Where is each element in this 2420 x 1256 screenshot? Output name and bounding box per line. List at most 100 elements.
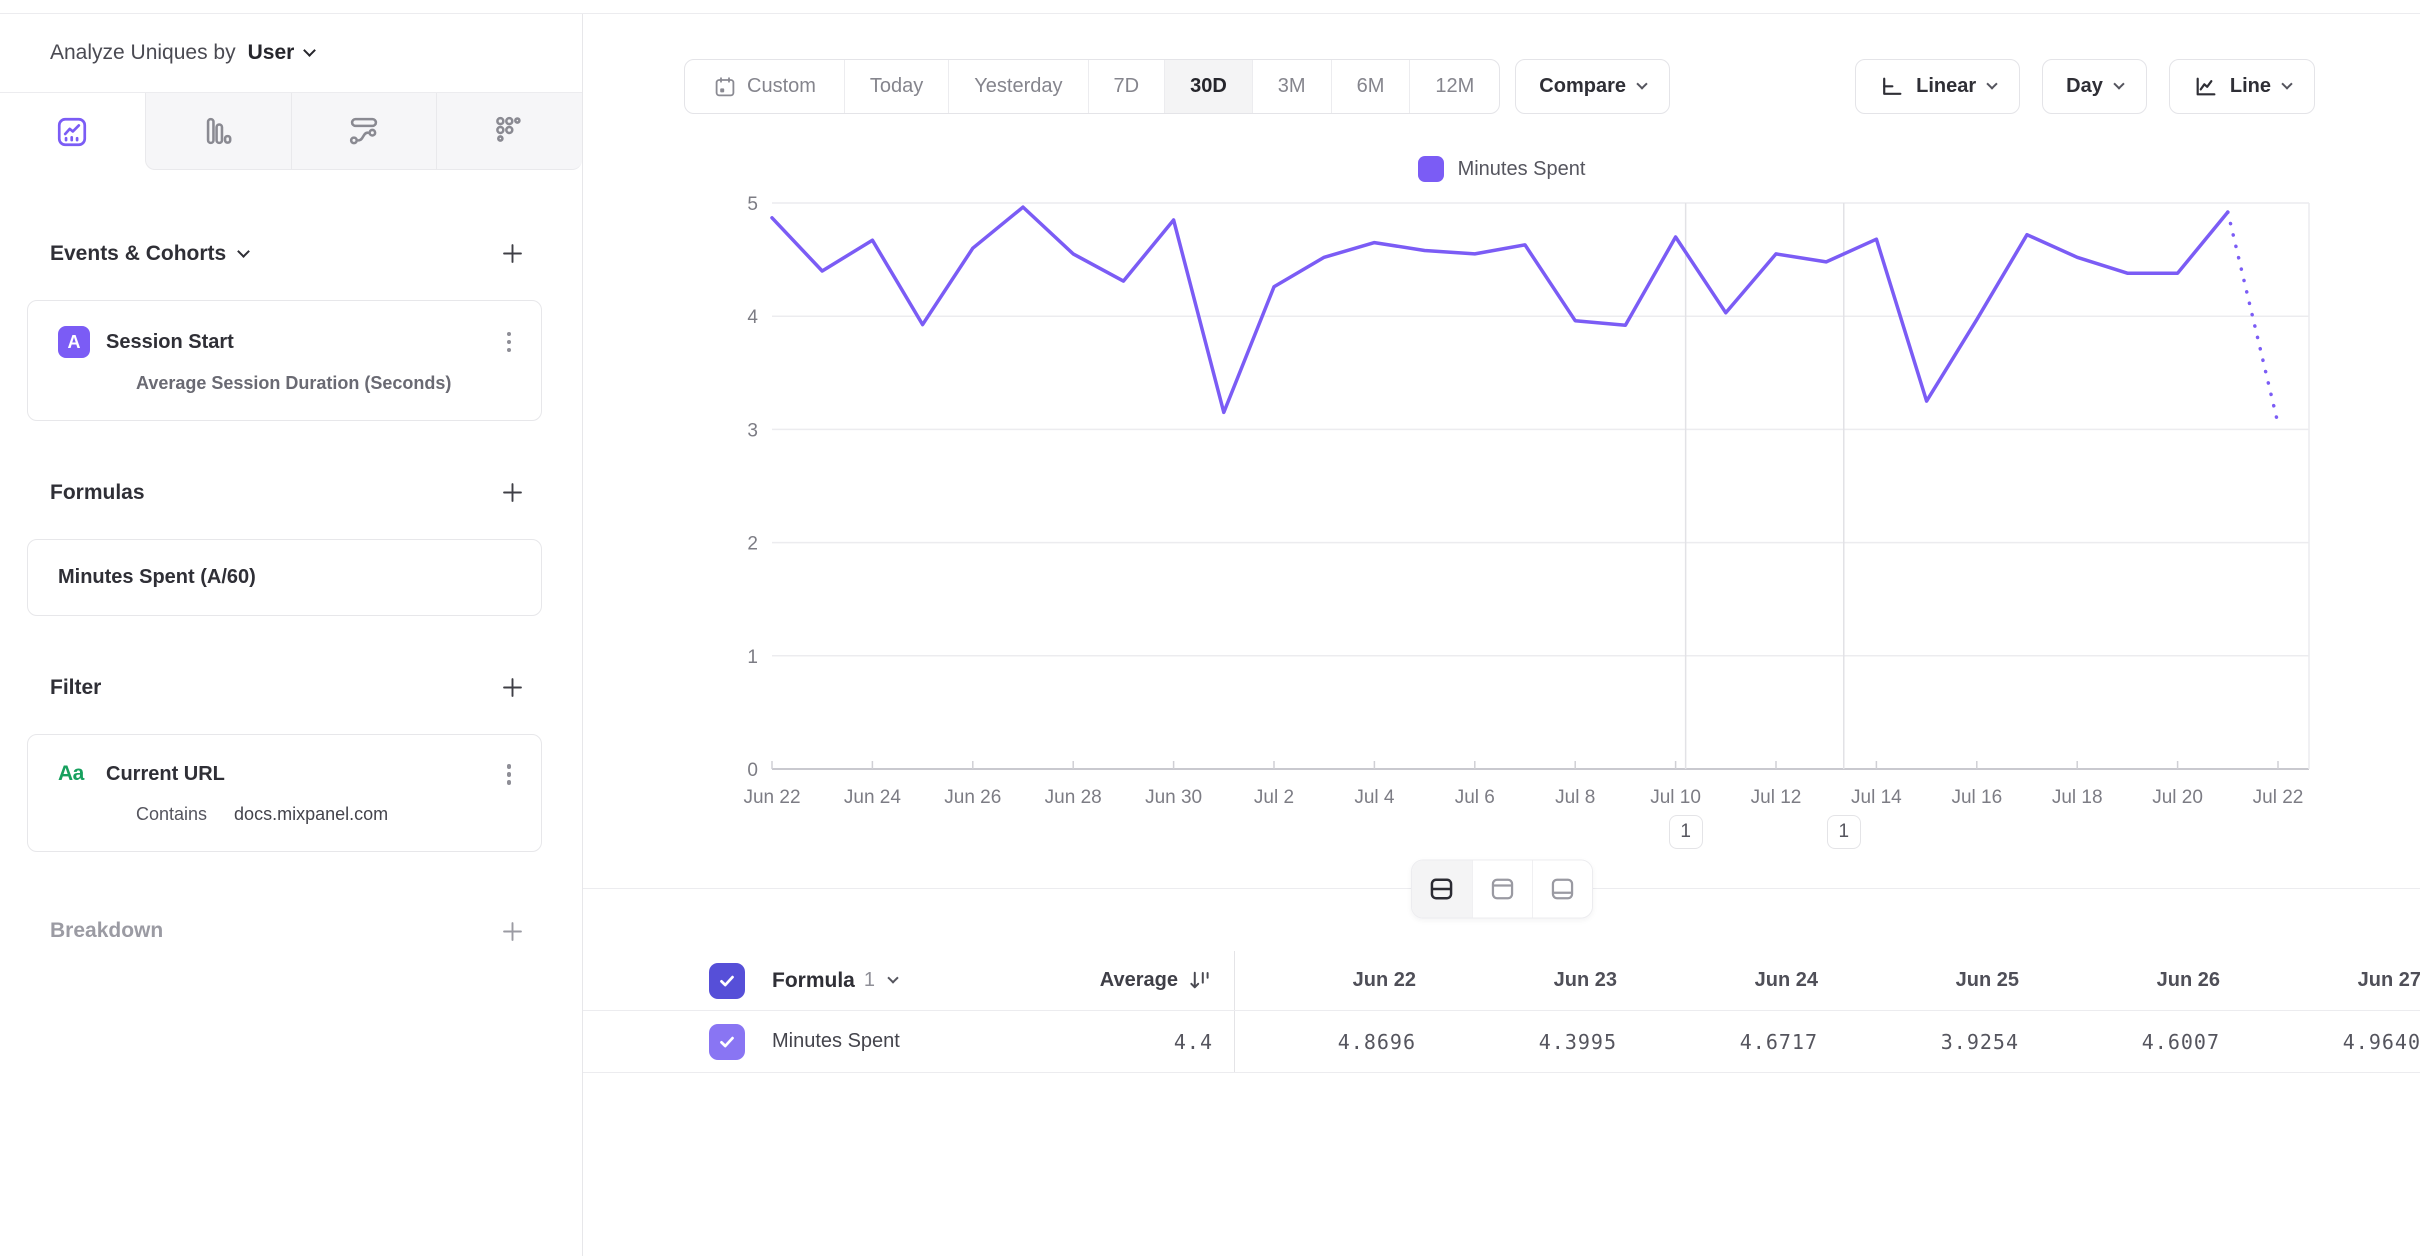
legend-label: Minutes Spent bbox=[1457, 157, 1586, 180]
date-range-control: Custom Today Yesterday 7D 30D 3M 6M 12M bbox=[684, 59, 1501, 114]
filter-value[interactable]: docs.mixpanel.com bbox=[234, 803, 389, 824]
query-builder-sidebar: Analyze Uniques by User bbox=[0, 14, 583, 1256]
filter-options-kebab-icon[interactable] bbox=[503, 760, 516, 789]
add-filter-button[interactable] bbox=[499, 674, 526, 701]
layout-table-only-button[interactable] bbox=[1531, 860, 1592, 918]
tab-flows[interactable] bbox=[290, 93, 437, 170]
layout-bottom-icon bbox=[1551, 878, 1573, 900]
x-tick-label: Jul 2 bbox=[1254, 787, 1294, 808]
breakdown-section-header: Breakdown bbox=[0, 918, 582, 945]
calendar-icon bbox=[715, 76, 735, 96]
chart-type-label: Line bbox=[2229, 75, 2271, 97]
filter-operator[interactable]: Contains bbox=[136, 803, 208, 824]
chevron-down-icon[interactable] bbox=[237, 244, 251, 258]
range-label: Yesterday bbox=[974, 75, 1063, 97]
chart-legend: Minutes Spent bbox=[583, 156, 2420, 182]
range-6m[interactable]: 6M bbox=[1330, 60, 1410, 113]
date-column-header[interactable]: Jun 24 bbox=[1754, 969, 1818, 991]
event-card[interactable]: A Session Start Average Session Duration… bbox=[27, 300, 542, 421]
tab-bar-chart[interactable] bbox=[144, 93, 291, 170]
events-section-label: Events & Cohorts bbox=[50, 241, 227, 265]
select-all-checkbox[interactable] bbox=[709, 962, 745, 999]
layout-top-icon bbox=[1491, 878, 1513, 900]
interval-dropdown[interactable]: Day bbox=[2042, 59, 2147, 114]
event-name: Session Start bbox=[106, 330, 234, 353]
chevron-down-icon[interactable] bbox=[887, 972, 899, 984]
layout-split-button[interactable] bbox=[1411, 860, 1472, 918]
sort-descending-icon[interactable] bbox=[1188, 969, 1213, 992]
event-letter-badge: A bbox=[58, 326, 90, 358]
x-tick-label: Jul 4 bbox=[1354, 787, 1395, 808]
date-column-header[interactable]: Jun 26 bbox=[2156, 969, 2220, 991]
date-column-header[interactable]: Jun 22 bbox=[1352, 969, 1416, 991]
date-column-header[interactable]: Jun 23 bbox=[1553, 969, 1617, 991]
add-event-button[interactable] bbox=[499, 240, 526, 267]
chart-toolbar: Custom Today Yesterday 7D 30D 3M 6M 12M Compare… bbox=[583, 59, 2420, 114]
chart-area: Minutes Spent 0 1 2 3 4 5 Jun 22 Jun 24 Jun 26 Ju… bbox=[583, 114, 2420, 888]
y-tick-label: 5 bbox=[747, 194, 758, 215]
x-tick-label: Jul 14 bbox=[1851, 787, 1902, 808]
y-tick-label: 2 bbox=[747, 534, 758, 555]
line-chart-icon bbox=[58, 117, 87, 146]
layout-split-icon bbox=[1430, 878, 1453, 900]
linear-scale-icon bbox=[1883, 77, 1902, 95]
table-header-left-cell: Formula 1 Average bbox=[583, 951, 1235, 1010]
chart-table-divider bbox=[583, 859, 2420, 919]
flows-icon bbox=[349, 117, 378, 145]
plus-icon bbox=[503, 921, 522, 941]
annotation-badge[interactable]: 1 bbox=[1826, 815, 1861, 849]
date-value-cell: 4.8696 bbox=[1337, 1029, 1416, 1054]
annotation-badge[interactable]: 1 bbox=[1668, 815, 1703, 849]
event-options-kebab-icon[interactable] bbox=[503, 328, 516, 357]
scale-dropdown[interactable]: Linear bbox=[1855, 59, 2021, 114]
filter-section-header: Filter bbox=[0, 674, 582, 701]
x-tick-label: Jul 6 bbox=[1455, 787, 1495, 808]
range-label: 3M bbox=[1277, 75, 1306, 97]
breakdown-section-title: Breakdown bbox=[50, 919, 164, 942]
add-breakdown-button[interactable] bbox=[499, 918, 526, 945]
event-aggregation[interactable]: Average Session Duration (Seconds) bbox=[136, 373, 452, 393]
layout-chart-only-button[interactable] bbox=[1471, 860, 1532, 918]
chevron-down-icon bbox=[1986, 78, 1998, 90]
range-label: 7D bbox=[1113, 75, 1140, 97]
average-column-header[interactable]: Average bbox=[1099, 969, 1178, 991]
plus-icon bbox=[503, 483, 522, 502]
x-tick-label: Jul 8 bbox=[1555, 787, 1595, 808]
analyze-entity-dropdown[interactable]: User bbox=[248, 41, 317, 65]
tab-line-chart[interactable] bbox=[0, 93, 145, 170]
x-tick-label: Jul 16 bbox=[1951, 787, 2002, 808]
chevron-down-icon bbox=[303, 44, 317, 57]
formula-name: Minutes Spent (A/60) bbox=[58, 566, 256, 588]
range-yesterday[interactable]: Yesterday bbox=[948, 60, 1087, 113]
range-7d[interactable]: 7D bbox=[1087, 60, 1165, 113]
top-nav-edge bbox=[0, 0, 2420, 14]
x-tick-label: Jun 30 bbox=[1145, 787, 1202, 808]
events-section-title: Events & Cohorts bbox=[50, 241, 251, 266]
layout-toggle-group bbox=[1410, 859, 1593, 919]
range-label: Custom bbox=[747, 75, 816, 97]
range-12m[interactable]: 12M bbox=[1409, 60, 1499, 113]
range-today[interactable]: Today bbox=[843, 60, 948, 113]
date-column-header[interactable]: Jun 25 bbox=[1955, 969, 2019, 991]
series-checkbox[interactable] bbox=[709, 1023, 745, 1060]
formula-card[interactable]: Minutes Spent (A/60) bbox=[27, 539, 542, 616]
range-custom[interactable]: Custom bbox=[685, 60, 844, 113]
date-value-cell: 4.6717 bbox=[1739, 1029, 1818, 1054]
range-30d[interactable]: 30D bbox=[1164, 60, 1252, 113]
table-header-row: Formula 1 Average Jun 22 Jun 23 Jun 24 Jun … bbox=[583, 951, 2420, 1011]
series-line[interactable] bbox=[770, 205, 2230, 415]
series-name: Minutes Spent bbox=[772, 1030, 900, 1052]
add-formula-button[interactable] bbox=[499, 479, 526, 506]
compare-button[interactable]: Compare bbox=[1515, 59, 1670, 114]
range-3m[interactable]: 3M bbox=[1251, 60, 1331, 113]
date-value-cell: 4.3995 bbox=[1538, 1029, 1617, 1054]
tab-metrics-grid[interactable] bbox=[436, 93, 582, 170]
x-tick-label: Jun 22 bbox=[743, 787, 800, 808]
chart-type-dropdown[interactable]: Line bbox=[2168, 59, 2315, 114]
x-tick-label: Jul 20 bbox=[2152, 787, 2203, 808]
filter-card[interactable]: Aa Current URL Contains docs.mixpanel.co… bbox=[27, 734, 542, 852]
date-column-header[interactable]: Jun 27 bbox=[2357, 969, 2420, 991]
group-label[interactable]: Formula bbox=[772, 968, 855, 992]
interval-label: Day bbox=[2066, 75, 2103, 97]
range-label: 6M bbox=[1356, 75, 1385, 97]
